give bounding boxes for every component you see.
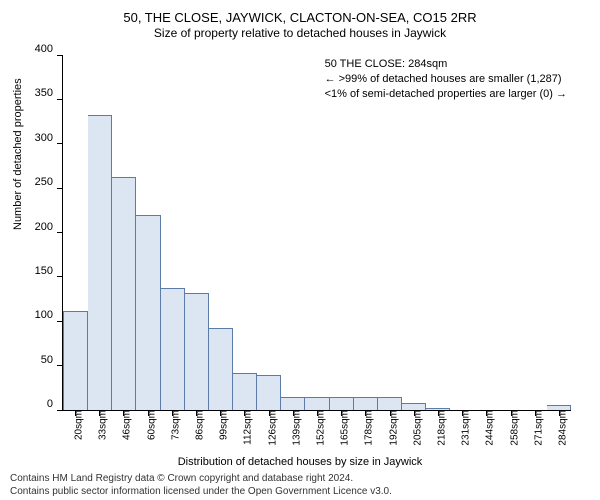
x-axis-title: Distribution of detached houses by size …: [0, 456, 600, 468]
histogram-bar: [354, 397, 378, 410]
histogram-bar: [161, 288, 185, 410]
y-tick-label: 100: [35, 309, 63, 321]
x-tick-label: 165sqm: [332, 410, 351, 446]
x-tick-label: 126sqm: [259, 410, 278, 446]
histogram-bar: [209, 328, 233, 410]
histogram-bar: [305, 397, 329, 410]
x-tick-label: 178sqm: [356, 410, 375, 446]
chart-title: 50, THE CLOSE, JAYWICK, CLACTON-ON-SEA, …: [0, 0, 600, 25]
histogram-bar: [330, 397, 354, 410]
x-tick-label: 20sqm: [66, 410, 85, 440]
histogram-bar: [281, 397, 305, 410]
x-tick-label: 258sqm: [501, 410, 520, 446]
x-tick-label: 73sqm: [162, 410, 181, 440]
y-tick-label: 200: [35, 221, 63, 233]
x-tick-label: 218sqm: [428, 410, 447, 446]
bars-container: [63, 55, 571, 410]
x-tick-label: 231sqm: [453, 410, 472, 446]
y-tick-label: 50: [41, 354, 63, 366]
y-tick-label: 400: [35, 43, 63, 55]
histogram-bar: [136, 215, 160, 410]
y-tick-label: 350: [35, 87, 63, 99]
histogram-bar: [378, 397, 402, 410]
x-tick-label: 244sqm: [477, 410, 496, 446]
x-tick-label: 139sqm: [283, 410, 302, 446]
x-tick-label: 46sqm: [114, 410, 133, 440]
histogram-bar: [257, 375, 281, 411]
chart-subtitle: Size of property relative to detached ho…: [0, 25, 600, 40]
histogram-bar: [185, 293, 209, 410]
histogram-bar: [402, 403, 426, 410]
y-tick-label: 0: [47, 398, 63, 410]
x-tick-label: 112sqm: [235, 410, 254, 445]
histogram-bar: [88, 115, 112, 410]
x-tick-label: 271sqm: [525, 410, 544, 446]
y-tick-label: 300: [35, 132, 63, 144]
x-tick-label: 60sqm: [138, 410, 157, 440]
x-tick-label: 86sqm: [187, 410, 206, 440]
histogram-bar: [63, 311, 88, 410]
y-tick-label: 250: [35, 176, 63, 188]
footer-line: Contains HM Land Registry data © Crown c…: [10, 472, 392, 485]
x-tick-label: 152sqm: [308, 410, 327, 446]
footer-line: Contains public sector information licen…: [10, 485, 392, 498]
x-tick-label: 33sqm: [90, 410, 109, 440]
histogram-chart: 50 THE CLOSE: 284sqm ← >99% of detached …: [62, 55, 571, 411]
x-tick-label: 284sqm: [549, 410, 568, 446]
x-tick-label: 192sqm: [380, 410, 399, 446]
y-axis-title: Number of detached properties: [12, 78, 24, 230]
x-tick-label: 99sqm: [211, 410, 230, 440]
histogram-bar: [233, 373, 257, 410]
footer-text: Contains HM Land Registry data © Crown c…: [10, 472, 392, 498]
histogram-bar: [112, 177, 136, 410]
y-tick-label: 150: [35, 265, 63, 277]
x-tick-label: 205sqm: [404, 410, 423, 446]
